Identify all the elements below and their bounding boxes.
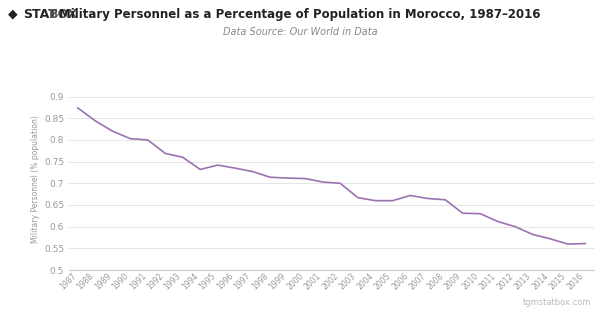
Text: STAT: STAT — [23, 8, 56, 21]
Text: Military Personnel as a Percentage of Population in Morocco, 1987–2016: Military Personnel as a Percentage of Po… — [59, 8, 541, 21]
Text: Data Source: Our World in Data: Data Source: Our World in Data — [223, 27, 377, 37]
Y-axis label: Military Personnel (% population): Military Personnel (% population) — [31, 115, 40, 243]
Text: ◆: ◆ — [8, 8, 17, 21]
Text: BOX: BOX — [49, 8, 79, 21]
Text: tgmstatbox.com: tgmstatbox.com — [523, 298, 591, 307]
